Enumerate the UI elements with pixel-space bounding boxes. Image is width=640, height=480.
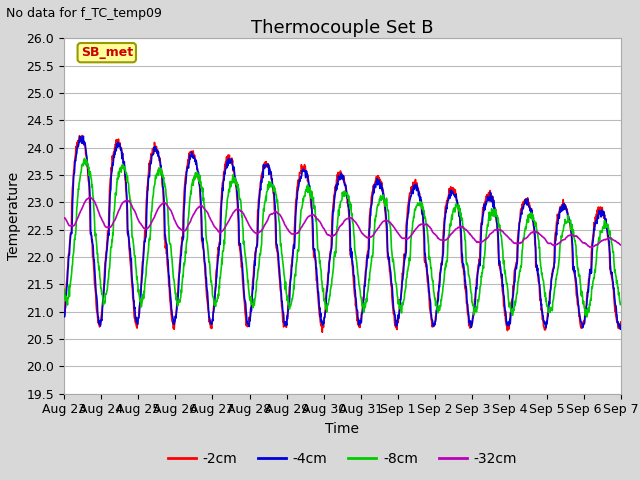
Text: SB_met: SB_met — [81, 46, 133, 59]
Y-axis label: Temperature: Temperature — [7, 172, 21, 260]
X-axis label: Time: Time — [325, 422, 360, 436]
Legend: -2cm, -4cm, -8cm, -32cm: -2cm, -4cm, -8cm, -32cm — [162, 447, 523, 472]
Text: No data for f_TC_temp09: No data for f_TC_temp09 — [6, 7, 163, 20]
Title: Thermocouple Set B: Thermocouple Set B — [251, 19, 434, 37]
